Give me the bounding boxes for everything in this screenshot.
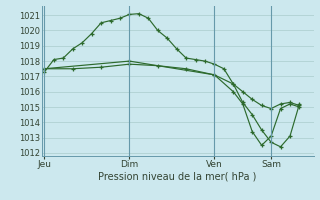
X-axis label: Pression niveau de la mer( hPa ): Pression niveau de la mer( hPa ) <box>99 172 257 182</box>
